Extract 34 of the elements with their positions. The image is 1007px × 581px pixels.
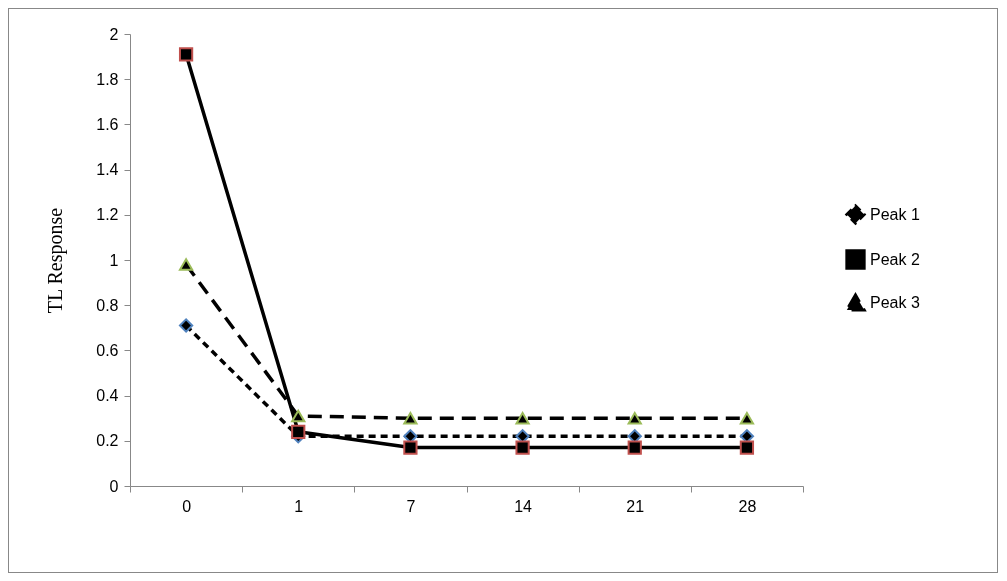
point [515, 440, 530, 455]
point [291, 409, 306, 423]
y-tick-label: 1.4 [96, 161, 119, 179]
x-tick-label: 28 [738, 497, 757, 515]
point [403, 411, 418, 425]
point [515, 411, 530, 425]
legend-label: Peak 3 [870, 293, 920, 311]
x-tick-label: 1 [294, 497, 304, 515]
y-tick-label: 0 [109, 477, 119, 495]
x-tick-label: 7 [406, 497, 416, 515]
point [178, 258, 194, 271]
point [403, 440, 418, 455]
point [178, 318, 194, 333]
y-tick-label: 0.2 [96, 432, 119, 450]
legend-label: Peak 1 [870, 205, 920, 223]
y-tick-label: 0.4 [96, 387, 119, 405]
y-tick-label: 1.2 [96, 206, 119, 224]
point [739, 440, 755, 455]
x-tick-label: 0 [182, 497, 192, 515]
y-tick-label: 1.8 [96, 70, 119, 88]
point [291, 424, 306, 439]
y-tick-label: 1 [109, 251, 119, 269]
y-tick-label: 1.6 [96, 115, 119, 133]
x-tick-label: 21 [626, 497, 645, 515]
point [627, 440, 642, 455]
point [178, 47, 194, 62]
y-tick-label: 2 [109, 25, 119, 43]
y-axis-title: TL Response [44, 207, 68, 314]
x-tick-label: 14 [514, 497, 533, 515]
y-tick-label: 0.8 [96, 296, 119, 314]
legend-label: Peak 2 [870, 250, 920, 268]
point [627, 411, 642, 425]
point [739, 411, 755, 425]
y-tick-label: 0.6 [96, 341, 119, 359]
